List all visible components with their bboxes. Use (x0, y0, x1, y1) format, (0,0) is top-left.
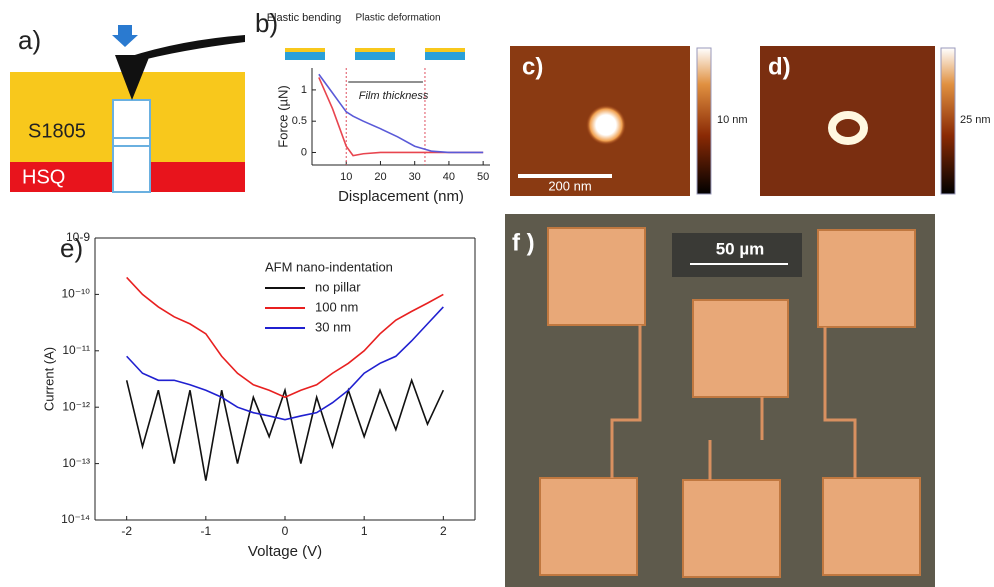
x-axis-label: Voltage (V) (248, 543, 322, 560)
x-tick-label: 1 (361, 524, 368, 538)
sketch (425, 48, 465, 52)
pad (818, 230, 915, 327)
x-tick-label: 10 (340, 171, 352, 183)
panel-a: a) S1805 HSQ (10, 25, 245, 192)
sketch (285, 48, 325, 52)
panel-d: d) 25 nm (760, 46, 991, 196)
layer-label: HSQ (22, 166, 65, 188)
panel-label: c) (522, 53, 543, 80)
legend-label: no pillar (315, 279, 361, 294)
sketch (355, 48, 395, 52)
panel-c: c) 200 nm 10 nm (510, 46, 748, 196)
pad (548, 228, 645, 325)
stage-label: Elastic bending (267, 12, 342, 24)
panel-label: d) (768, 53, 791, 80)
pad (683, 480, 780, 577)
figure: a) S1805 HSQ b) Elastic bending Plastic … (0, 0, 994, 587)
y-axis-label: Current (A) (41, 347, 56, 411)
scalebar-label: 200 nm (548, 178, 591, 193)
x-tick-label: 30 (409, 171, 421, 183)
sketch (285, 52, 325, 60)
stage-label: Plastic deformation (355, 13, 440, 24)
afm-feature (586, 105, 626, 145)
page: {"figure": { "a": {"label": "a)", "layer… (0, 0, 994, 587)
colorbar (941, 48, 955, 194)
data-line (127, 307, 444, 420)
x-tick-label: -1 (200, 524, 211, 538)
y-tick-label: 10⁻¹⁰ (62, 287, 91, 301)
legend-label: 30 nm (315, 319, 351, 334)
layer-label: S1805 (28, 120, 86, 142)
x-tick-label: 50 (477, 171, 489, 183)
x-tick-label: 40 (443, 171, 455, 183)
x-tick-label: 0 (282, 524, 289, 538)
y-tick-label: 10⁻¹¹ (62, 343, 90, 357)
y-tick-label: 10⁻¹⁴ (61, 512, 90, 526)
legend-label: 100 nm (315, 299, 358, 314)
panel-label: f ) (512, 229, 535, 256)
panel-f: 50 µm f ) (505, 214, 935, 587)
x-tick-label: -2 (121, 524, 132, 538)
y-tick-label: 10⁻¹² (62, 399, 90, 413)
x-axis-label: Displacement (nm) (338, 188, 464, 205)
x-tick-label: 2 (440, 524, 447, 538)
arrow (112, 25, 138, 47)
x-tick-label: 20 (374, 171, 386, 183)
pad (823, 478, 920, 575)
panel-label: a) (18, 25, 41, 55)
scalebar-label: 50 µm (716, 239, 765, 258)
sketch (355, 52, 395, 60)
y-tick-label: 10-9 (66, 230, 90, 244)
sketch (425, 52, 465, 60)
legend-title: AFM nano-indentation (265, 259, 393, 274)
pad (540, 478, 637, 575)
y-tick-label: 0.5 (292, 115, 307, 127)
y-axis-label: Force (µN) (275, 85, 290, 147)
annotation: Film thickness (359, 90, 429, 102)
colorbar (697, 48, 711, 194)
panel-b: b) Elastic bending Plastic deformation (255, 8, 465, 60)
pad (693, 300, 788, 397)
data-line (127, 380, 444, 480)
colorbar-label: 25 nm (960, 114, 991, 126)
colorbar-label: 10 nm (717, 114, 748, 126)
y-tick-label: 10⁻¹³ (62, 456, 90, 470)
data-line (127, 277, 444, 397)
y-tick-label: 0 (301, 146, 307, 158)
y-tick-label: 1 (301, 84, 307, 96)
